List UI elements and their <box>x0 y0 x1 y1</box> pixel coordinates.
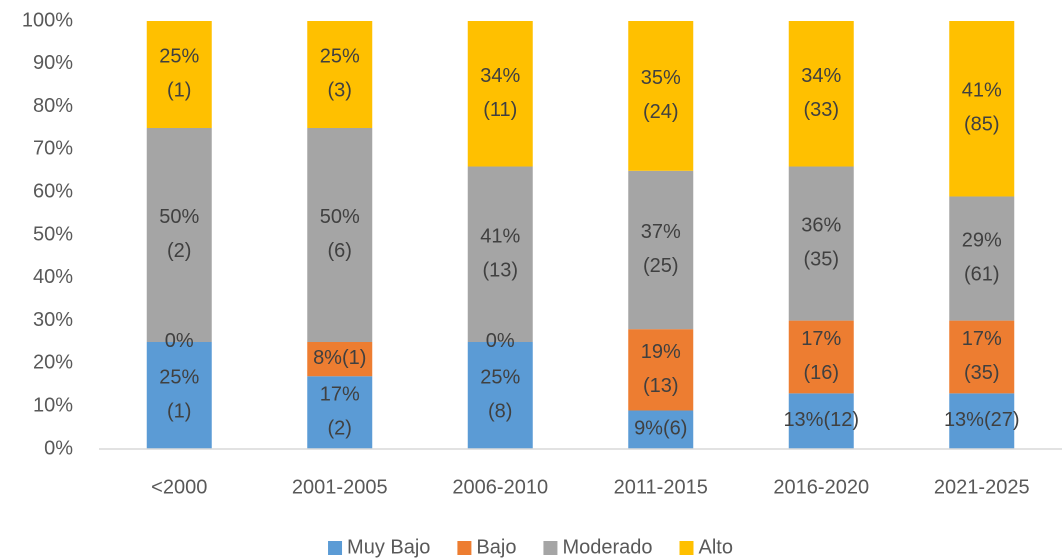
data-label: 0% <box>486 330 515 352</box>
bar-segment <box>146 128 212 342</box>
bar-segment <box>788 393 854 449</box>
y-tick-label: 20% <box>33 352 73 374</box>
data-label: 41% (85) <box>962 80 1002 136</box>
data-label: 8%(1) <box>313 347 366 369</box>
data-label: 50% (2) <box>159 206 199 262</box>
legend-label: Bajo <box>476 536 516 558</box>
y-tick-label: 60% <box>33 180 73 202</box>
data-label: 17% (35) <box>962 328 1002 384</box>
bar-segment <box>307 342 373 377</box>
bar-segment <box>949 320 1015 394</box>
x-tick-label: 2016-2020 <box>773 476 869 498</box>
bar-segment <box>949 393 1015 449</box>
legend-swatch <box>679 541 694 555</box>
y-tick-label: 100% <box>22 9 73 31</box>
bar-segment <box>307 128 373 342</box>
legend-swatch <box>543 541 558 555</box>
bar-segment <box>949 196 1015 321</box>
y-tick-label: 70% <box>33 138 73 160</box>
legend-label: Moderado <box>562 536 652 558</box>
bar-segment <box>949 21 1015 197</box>
x-tick-label: 2011-2015 <box>614 476 708 498</box>
legend-swatch <box>457 541 472 555</box>
bar-segment <box>467 166 533 342</box>
x-tick-label: 2021-2025 <box>934 476 1030 498</box>
y-tick-label: 0% <box>44 437 73 459</box>
y-tick-label: 10% <box>33 394 73 416</box>
bar-segment <box>628 21 694 171</box>
data-label: 13%(12) <box>783 409 859 431</box>
data-label: 9%(6) <box>634 418 687 440</box>
bar-segment <box>467 21 533 167</box>
bar-segment <box>307 376 373 449</box>
data-label: 19% (13) <box>641 341 681 397</box>
data-label: 25% (1) <box>159 46 199 102</box>
legend-label: Alto <box>699 536 733 558</box>
bar-segment <box>628 170 694 330</box>
data-label: 36% (35) <box>801 215 841 271</box>
bar-segment <box>146 342 212 449</box>
data-label: 25% (3) <box>320 46 360 102</box>
data-label: 34% (33) <box>801 65 841 121</box>
legend-swatch <box>328 541 343 555</box>
y-tick-label: 80% <box>33 95 73 117</box>
x-tick-label: 2001-2005 <box>292 476 388 498</box>
data-label: 35% (24) <box>641 67 681 123</box>
data-label: 50% (6) <box>320 206 360 262</box>
y-tick-label: 90% <box>33 52 73 74</box>
x-tick-label: <2000 <box>151 476 207 498</box>
data-label: 25% (1) <box>159 367 199 423</box>
bar-segment <box>788 320 854 394</box>
x-tick-label: 2006-2010 <box>452 476 548 498</box>
data-label: 37% (25) <box>641 221 681 277</box>
data-label: 17% (2) <box>320 384 360 440</box>
bar-segment <box>307 21 373 128</box>
data-label: 13%(27) <box>944 409 1020 431</box>
bar-segment <box>467 342 533 449</box>
y-tick-label: 50% <box>33 223 73 245</box>
y-tick-label: 30% <box>33 309 73 331</box>
data-label: 17% (16) <box>801 328 841 384</box>
data-label: 29% (61) <box>962 230 1002 286</box>
y-tick-label: 40% <box>33 266 73 288</box>
bar-segment <box>788 21 854 167</box>
data-label: 34% (11) <box>480 65 520 121</box>
legend: Muy Bajo Bajo Moderado Alto <box>328 536 733 558</box>
data-label: 0% <box>165 330 194 352</box>
data-label: 25% (8) <box>480 367 520 423</box>
legend-label: Muy Bajo <box>347 536 430 558</box>
bar-segment <box>628 410 694 449</box>
bar-segment <box>628 329 694 411</box>
bar-segment <box>146 21 212 128</box>
bar-segment <box>788 166 854 321</box>
data-label: 41% (13) <box>480 226 520 282</box>
